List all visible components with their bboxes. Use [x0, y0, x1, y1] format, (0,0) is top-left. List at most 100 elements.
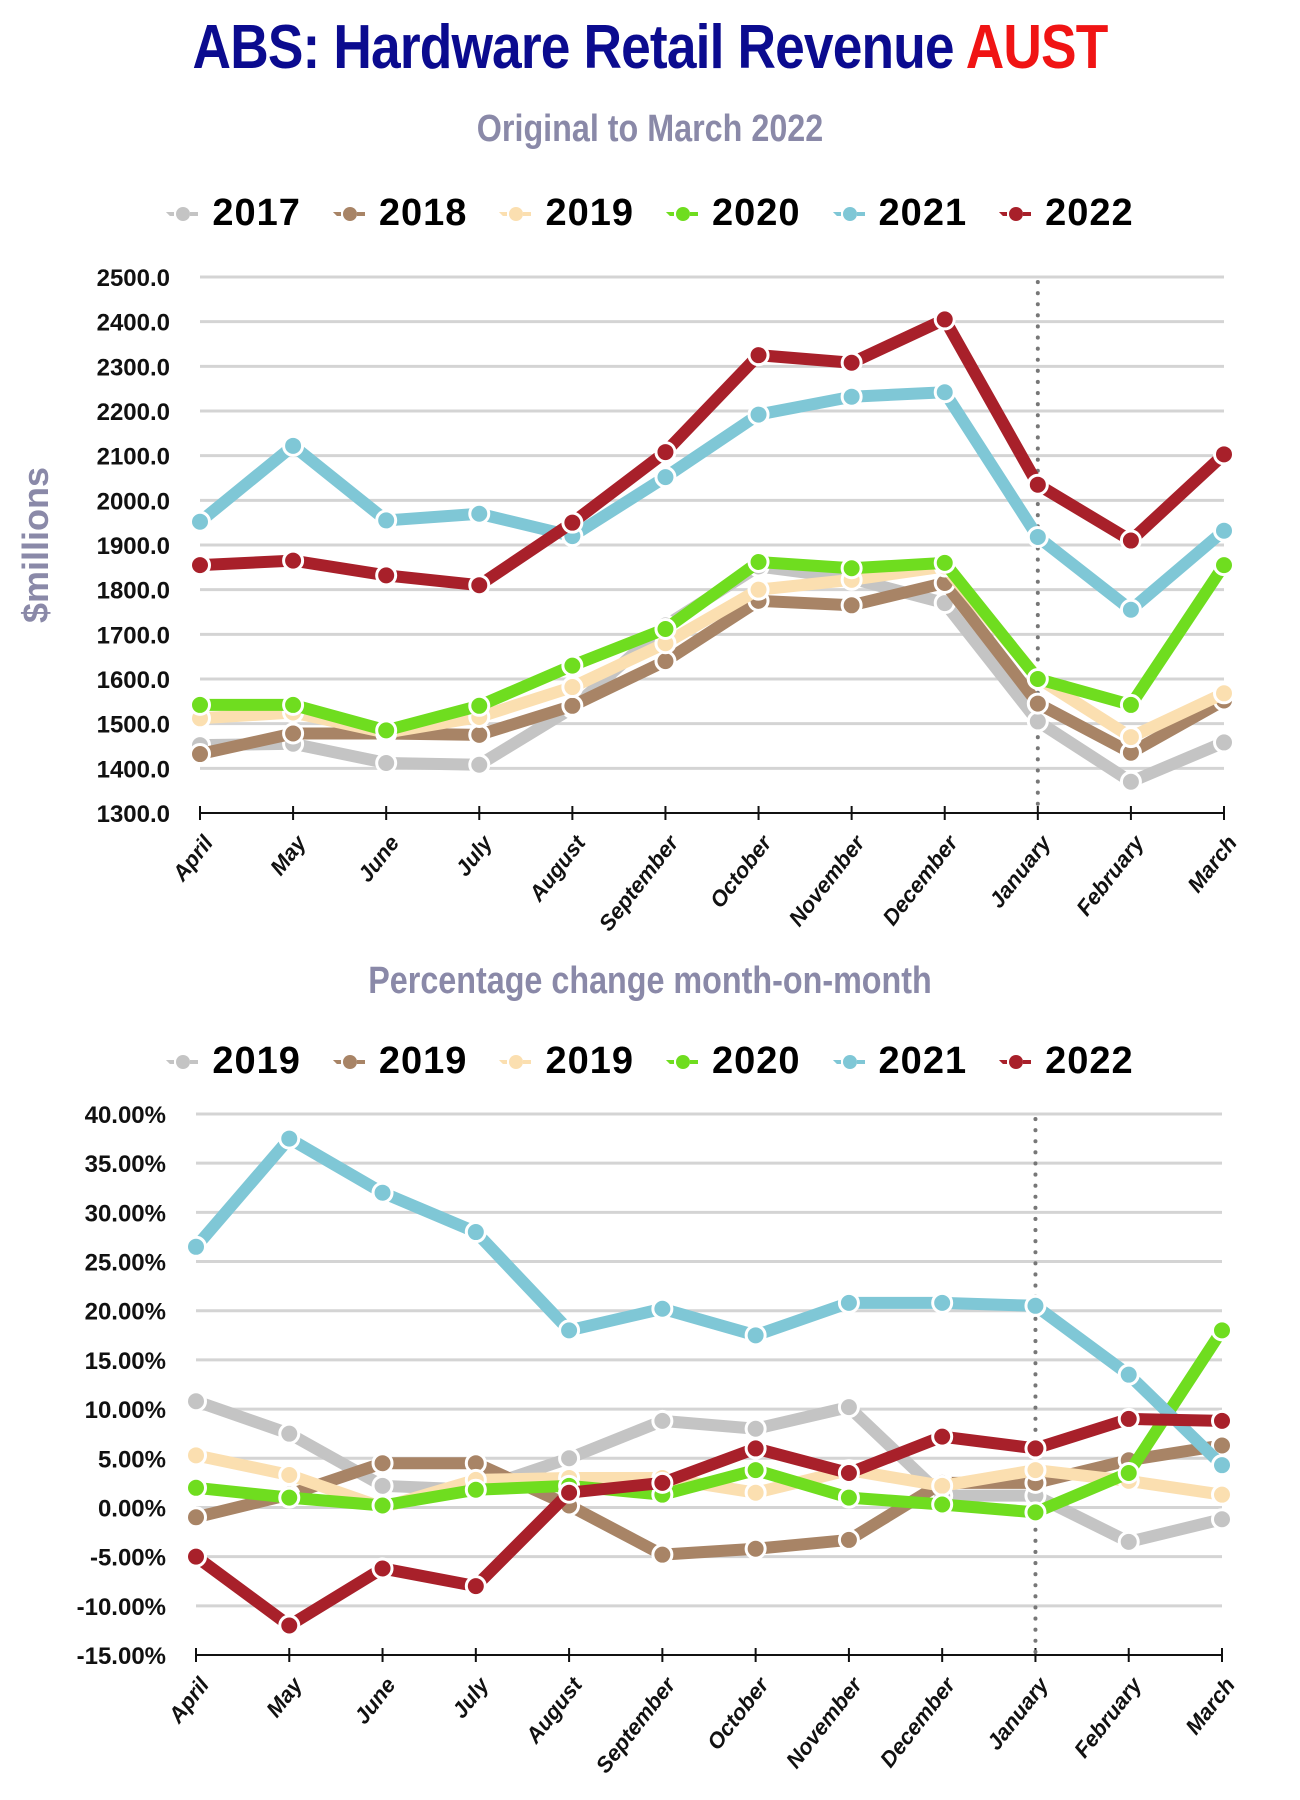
legend-item: 2020 [666, 192, 801, 235]
y-tick-label: 2300.0 [97, 354, 170, 381]
data-point [651, 1471, 674, 1494]
x-tick-label: July [450, 829, 498, 880]
legend-marker-icon [332, 206, 365, 221]
data-point [1026, 525, 1049, 548]
x-tick-label: May [261, 1671, 308, 1722]
legend-item: 2019 [499, 1040, 634, 1083]
data-point [651, 1543, 674, 1566]
data-point [1211, 1409, 1233, 1432]
legend-marker-icon [499, 206, 532, 221]
data-point [282, 434, 305, 457]
y-tick-label: 2100.0 [97, 444, 170, 471]
data-point [558, 1447, 581, 1470]
data-point [468, 694, 491, 717]
series-line [199, 313, 1229, 592]
data-point [931, 1474, 954, 1497]
data-point [747, 550, 770, 573]
legend-label: 2021 [878, 1040, 968, 1082]
data-point [1026, 692, 1049, 715]
y-tick-label: -15.00% [77, 1643, 166, 1670]
data-point [1024, 1501, 1047, 1524]
data-point [189, 510, 211, 533]
y-tick-label: 15.00% [85, 1348, 166, 1375]
chart-1-revenue: 1300.0 1400.0 1500.0 1600.0 1700.0 1800.0 1900… [15, 265, 1242, 936]
data-point [840, 557, 863, 580]
y-tick-label: 30.00% [85, 1200, 166, 1227]
series-2021-4 [189, 381, 1235, 621]
legend-item: 2021 [832, 192, 968, 235]
data-point [840, 351, 863, 374]
series-line [195, 1327, 1228, 1519]
data-point [1119, 693, 1142, 716]
data-point [1117, 1363, 1140, 1386]
x-tick-label: March [1182, 831, 1242, 897]
x-tick-label: January [984, 829, 1057, 912]
chart-1-legend: 2017 2018 2019 2020 2021 2022 [0, 192, 1300, 235]
x-tick-label: August [520, 1671, 588, 1748]
data-point [278, 1614, 301, 1637]
x-tick-label: April [167, 830, 219, 886]
data-point [1117, 1530, 1140, 1553]
page-title: ABS: Hardware Retail Revenue AUST [91, 12, 1209, 83]
data-point [371, 1181, 394, 1204]
y-tick-label: 1400.0 [97, 756, 170, 783]
x-tick-label: December [875, 1672, 961, 1772]
data-point [561, 654, 584, 677]
y-tick-label: 1700.0 [97, 622, 170, 649]
legend-label: 2019 [545, 192, 634, 234]
legend-marker-icon [499, 1054, 532, 1069]
data-point [278, 1486, 301, 1509]
series-line [200, 555, 1229, 737]
series-2022-5 [185, 1407, 1233, 1637]
data-point [651, 1297, 674, 1320]
data-point [468, 502, 491, 525]
x-tick-label: October [702, 1672, 775, 1755]
legend-marker-icon [832, 1054, 865, 1069]
x-tick-label: July [447, 1671, 495, 1722]
data-point [375, 509, 398, 532]
data-point [747, 403, 770, 426]
data-point [744, 1537, 767, 1560]
y-axis-label: $millions [15, 467, 56, 623]
y-tick-label: 1900.0 [97, 533, 170, 560]
series-line [196, 386, 1228, 616]
x-tick-label: September [591, 1672, 682, 1778]
y-tick-label: 25.00% [85, 1250, 166, 1277]
data-point [282, 722, 305, 745]
data-point [1026, 668, 1049, 690]
data-point [1026, 473, 1049, 496]
x-tick-label: April [163, 1672, 215, 1728]
data-point [375, 719, 398, 742]
legend-item: 2022 [999, 192, 1134, 235]
x-tick-label: October [705, 830, 778, 913]
legend-label: 2017 [212, 192, 301, 234]
x-tick-label: May [265, 829, 312, 880]
data-point [1117, 1407, 1140, 1430]
legend-label: 2020 [712, 1040, 801, 1082]
data-point [1213, 443, 1235, 466]
legend-label: 2022 [1045, 1040, 1134, 1082]
data-point [654, 466, 677, 489]
legend-label: 2019 [212, 1040, 301, 1082]
data-point [1024, 1437, 1047, 1460]
legend-item: 2018 [332, 192, 468, 235]
data-point [837, 1291, 860, 1314]
series-2022-5 [189, 308, 1235, 597]
chart-2-subtitle: Percentage change month-on-month [368, 960, 932, 1002]
y-tick-label: 10.00% [85, 1397, 166, 1424]
y-tick-label: 1300.0 [97, 801, 170, 828]
x-tick-label: March [1180, 1673, 1240, 1739]
data-point [278, 1422, 301, 1445]
data-point [837, 1396, 860, 1419]
data-point [185, 1545, 207, 1568]
data-point [1211, 1454, 1233, 1477]
data-point [837, 1486, 860, 1509]
data-point [931, 1493, 954, 1516]
legend-item: 2017 [166, 192, 301, 235]
data-point [1119, 529, 1142, 552]
series-line [191, 1132, 1227, 1470]
data-point [840, 385, 863, 408]
legend-item: 2019 [166, 1040, 301, 1083]
data-point [185, 1506, 207, 1529]
data-point [375, 564, 398, 587]
